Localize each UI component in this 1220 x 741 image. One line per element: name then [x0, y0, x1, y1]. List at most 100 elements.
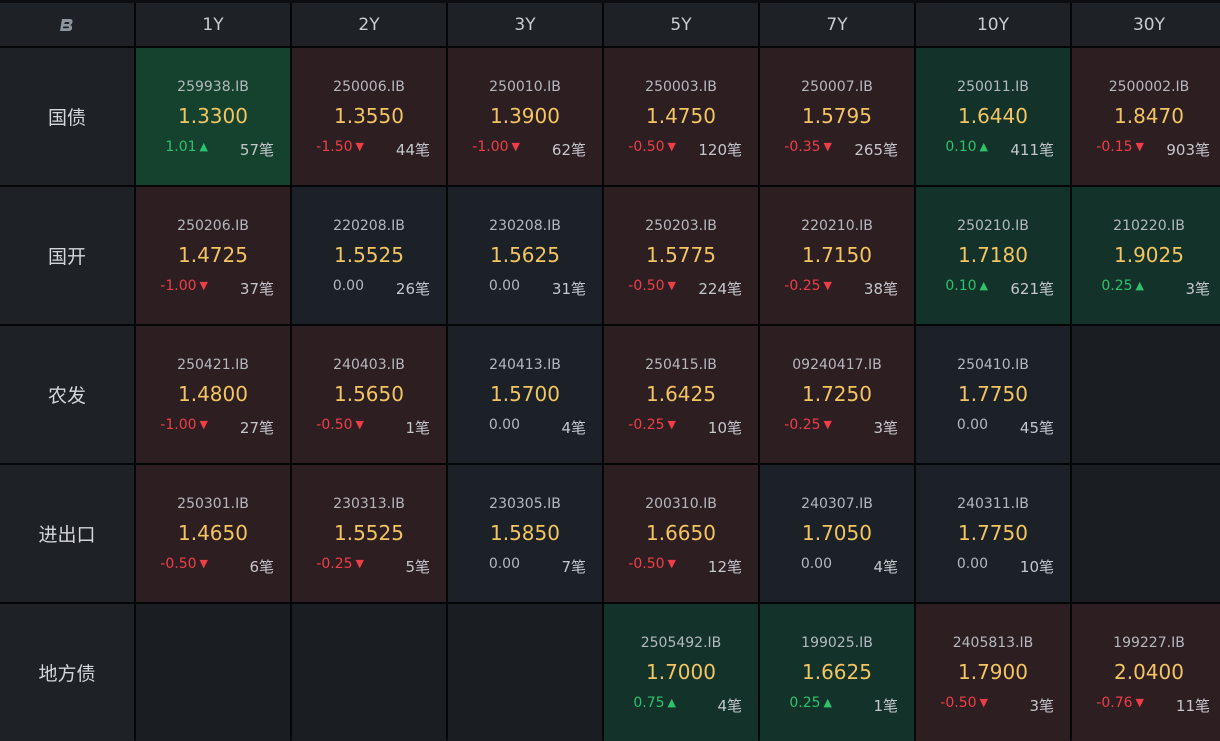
quote-cell[interactable]: 240307.IB 1.7050 0.00 4笔	[760, 465, 914, 602]
yield-rate: 1.5775	[646, 243, 716, 267]
trade-count: 10笔	[1019, 558, 1054, 576]
quote-cell[interactable]: 230208.IB 1.5625 0.00 31笔	[448, 187, 602, 324]
tenor-header-30y[interactable]: 30Y	[1072, 3, 1220, 46]
change-value: -0.25 ▼	[292, 556, 364, 572]
quote-cell[interactable]: 250006.IB 1.3550 -1.50 ▼ 44笔	[292, 48, 446, 185]
quote-cell[interactable]: 199227.IB 2.0400 -0.76 ▼ 11笔	[1072, 604, 1220, 741]
trade-count: 27笔	[239, 419, 274, 437]
tenor-header-2y[interactable]: 2Y	[292, 3, 446, 46]
quote-cell[interactable]: 250010.IB 1.3900 -1.00 ▼ 62笔	[448, 48, 602, 185]
trade-count: 62笔	[551, 141, 586, 159]
yield-rate: 1.5795	[802, 104, 872, 128]
bond-code: 250010.IB	[489, 79, 561, 95]
change-text: 1.01	[165, 139, 197, 155]
change-value: 0.00	[292, 278, 364, 294]
yield-rate: 1.6425	[646, 382, 716, 406]
quote-cell[interactable]: 230313.IB 1.5525 -0.25 ▼ 5笔	[292, 465, 446, 602]
bond-code: 230305.IB	[489, 496, 561, 512]
yield-rate: 1.3900	[490, 104, 560, 128]
quote-cell[interactable]: 250410.IB 1.7750 0.00 45笔	[916, 326, 1070, 463]
bond-code: 220210.IB	[801, 218, 873, 234]
yield-rate: 1.5625	[490, 243, 560, 267]
quote-cell[interactable]: 200310.IB 1.6650 -0.50 ▼ 12笔	[604, 465, 758, 602]
bond-code: 240311.IB	[957, 496, 1029, 512]
yield-rate: 1.7900	[958, 660, 1028, 684]
trade-count: 224笔	[698, 280, 742, 298]
quote-cell[interactable]: 250003.IB 1.4750 -0.50 ▼ 120笔	[604, 48, 758, 185]
change-value: -1.50 ▼	[292, 139, 364, 155]
tenor-header-10y[interactable]: 10Y	[916, 3, 1070, 46]
quote-cell[interactable]: 240403.IB 1.5650 -0.50 ▼ 1笔	[292, 326, 446, 463]
arrow-down-icon: ▼	[1135, 140, 1144, 153]
quote-cell[interactable]: 240311.IB 1.7750 0.00 10笔	[916, 465, 1070, 602]
quote-cell[interactable]: 250206.IB 1.4725 -1.00 ▼ 37笔	[136, 187, 290, 324]
bond-code: 250415.IB	[645, 357, 717, 373]
arrow-up-icon: ▲	[667, 696, 676, 709]
trade-count: 11笔	[1175, 697, 1210, 715]
quote-cell[interactable]: 250421.IB 1.4800 -1.00 ▼ 27笔	[136, 326, 290, 463]
bond-code: 199025.IB	[801, 635, 873, 651]
bond-code: 240307.IB	[801, 496, 873, 512]
yield-rate: 1.5700	[490, 382, 560, 406]
bond-code: 240403.IB	[333, 357, 405, 373]
change-text: -0.25	[628, 417, 665, 433]
arrow-down-icon: ▼	[355, 557, 364, 570]
change-value: 0.00	[448, 278, 520, 294]
quote-cell[interactable]: 2505492.IB 1.7000 0.75 ▲ 4笔	[604, 604, 758, 741]
empty-quote-cell	[136, 604, 290, 741]
quote-cell[interactable]: 250210.IB 1.7180 0.10 ▲ 621笔	[916, 187, 1070, 324]
quote-cell[interactable]: 250011.IB 1.6440 0.10 ▲ 411笔	[916, 48, 1070, 185]
quote-cell[interactable]: 199025.IB 1.6625 0.25 ▲ 1笔	[760, 604, 914, 741]
tenor-header-5y[interactable]: 5Y	[604, 3, 758, 46]
tenor-header-3y[interactable]: 3Y	[448, 3, 602, 46]
row-label: 地方债	[0, 604, 134, 741]
quote-cell[interactable]: 250301.IB 1.4650 -0.50 ▼ 6笔	[136, 465, 290, 602]
quote-cell[interactable]: 250007.IB 1.5795 -0.35 ▼ 265笔	[760, 48, 914, 185]
change-value: 0.25 ▲	[760, 695, 832, 711]
b-logo-icon	[60, 18, 73, 31]
quote-cell[interactable]: 2500002.IB 1.8470 -0.15 ▼ 903笔	[1072, 48, 1220, 185]
arrow-up-icon: ▲	[199, 140, 208, 153]
change-value: 0.00	[916, 417, 988, 433]
bond-code: 250006.IB	[333, 79, 405, 95]
change-text: -0.15	[1096, 139, 1133, 155]
yield-rate: 1.6650	[646, 521, 716, 545]
arrow-down-icon: ▼	[667, 557, 676, 570]
trade-count: 903笔	[1166, 141, 1210, 159]
quote-cell[interactable]: 230305.IB 1.5850 0.00 7笔	[448, 465, 602, 602]
quote-cell[interactable]: 220210.IB 1.7150 -0.25 ▼ 38笔	[760, 187, 914, 324]
change-text: -0.35	[784, 139, 821, 155]
yield-rate: 1.3550	[334, 104, 404, 128]
arrow-down-icon: ▼	[823, 418, 832, 431]
bond-code: 250003.IB	[645, 79, 717, 95]
change-value: -0.50 ▼	[604, 139, 676, 155]
quote-cell[interactable]: 2405813.IB 1.7900 -0.50 ▼ 3笔	[916, 604, 1070, 741]
change-value: -0.76 ▼	[1072, 695, 1144, 711]
arrow-down-icon: ▼	[199, 557, 208, 570]
quote-cell[interactable]: 210220.IB 1.9025 0.25 ▲ 3笔	[1072, 187, 1220, 324]
arrow-down-icon: ▼	[511, 140, 520, 153]
change-value: -0.15 ▼	[1072, 139, 1144, 155]
quote-cell[interactable]: 250203.IB 1.5775 -0.50 ▼ 224笔	[604, 187, 758, 324]
quote-cell[interactable]: 259938.IB 1.3300 1.01 ▲ 57笔	[136, 48, 290, 185]
change-value: -0.50 ▼	[292, 417, 364, 433]
change-text: -0.50	[628, 139, 665, 155]
change-text: 0.00	[956, 417, 988, 433]
change-text: 0.75	[633, 695, 665, 711]
yield-rate: 1.7750	[958, 521, 1028, 545]
quote-cell[interactable]: 220208.IB 1.5525 0.00 26笔	[292, 187, 446, 324]
yield-rate: 1.9025	[1114, 243, 1184, 267]
change-text: 0.00	[488, 417, 520, 433]
arrow-down-icon: ▼	[823, 140, 832, 153]
tenor-header-7y[interactable]: 7Y	[760, 3, 914, 46]
quote-cell[interactable]: 250415.IB 1.6425 -0.25 ▼ 10笔	[604, 326, 758, 463]
bond-code: 250210.IB	[957, 218, 1029, 234]
change-value: 1.01 ▲	[136, 139, 208, 155]
trade-count: 6笔	[249, 558, 274, 576]
quote-cell[interactable]: 09240417.IB 1.7250 -0.25 ▼ 3笔	[760, 326, 914, 463]
quote-cell[interactable]: 240413.IB 1.5700 0.00 4笔	[448, 326, 602, 463]
change-value: -0.50 ▼	[916, 695, 988, 711]
tenor-header-1y[interactable]: 1Y	[136, 3, 290, 46]
change-value: -0.25 ▼	[604, 417, 676, 433]
corner-header	[0, 3, 134, 46]
